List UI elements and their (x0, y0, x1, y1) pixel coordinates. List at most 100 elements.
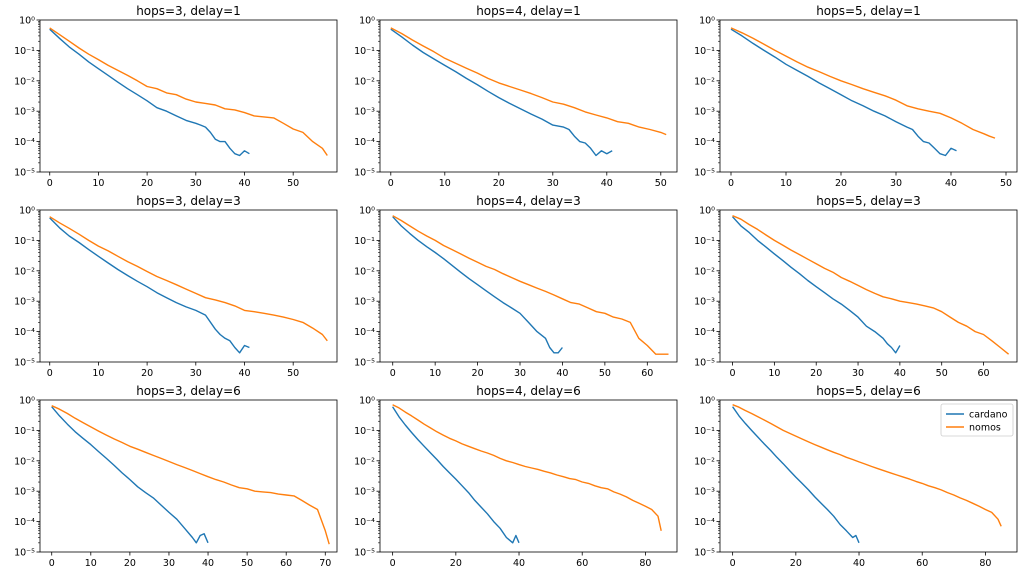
x-tick-label: 20 (790, 558, 802, 569)
y-tick-label: 10⁻³ (694, 107, 715, 118)
series-line-cardano (390, 28, 613, 157)
subplot-6: hops=5, delay=3 0 10 20 30 40 50 60 10⁰ 10⁻¹ 10⁻² 1… (694, 194, 1018, 379)
legend-label-nomos: nomos (969, 423, 1001, 434)
subplot-title: hops=5, delay=6 (816, 384, 921, 398)
y-tick-label: 10⁻² (354, 76, 375, 87)
y-tick-label: 10⁻¹ (14, 236, 35, 247)
y-tick-label: 10⁻² (694, 266, 715, 277)
series-line-cardano (49, 217, 250, 354)
axes-frame (379, 209, 678, 363)
axes-frame (379, 19, 678, 173)
x-tick-label: 0 (49, 558, 55, 569)
y-tick-label: 10⁰ (699, 16, 715, 27)
series-line-cardano (49, 28, 250, 157)
y-tick-label: 10⁻² (694, 456, 715, 467)
y-tick-label: 10⁻⁵ (694, 168, 715, 179)
series-line-nomos (392, 404, 662, 531)
y-tick-label: 10⁻¹ (14, 426, 35, 437)
y-tick-label: 10⁻⁵ (694, 358, 715, 369)
subplot-title: hops=3, delay=1 (136, 4, 241, 18)
y-tick-label: 10⁰ (359, 396, 375, 407)
x-tick-label: 50 (1000, 178, 1012, 189)
y-tick-label: 10⁻¹ (14, 46, 35, 57)
subplot-title: hops=5, delay=3 (816, 194, 921, 208)
y-tick-label: 10⁻⁴ (14, 517, 35, 528)
x-tick-label: 20 (141, 368, 153, 379)
x-tick-label: 0 (390, 368, 396, 379)
y-tick-label: 10⁻⁵ (354, 548, 375, 559)
y-tick-label: 10⁻³ (354, 487, 375, 498)
x-tick-label: 10 (429, 368, 441, 379)
x-tick-label: 60 (641, 368, 653, 379)
y-tick-label: 10⁻⁴ (694, 327, 715, 338)
y-tick-label: 10⁰ (19, 206, 35, 217)
subplot-9: hops=5, delay=6 0 20 40 60 80 10⁰ 10⁻¹ 10⁻² 10⁻³ 1… (694, 384, 1018, 569)
y-tick-label: 10⁻⁵ (354, 358, 375, 369)
x-tick-label: 0 (47, 178, 53, 189)
y-tick-label: 10⁻¹ (694, 46, 715, 57)
subplot-title: hops=4, delay=6 (476, 384, 581, 398)
x-tick-label: 20 (124, 558, 136, 569)
x-tick-label: 60 (916, 558, 928, 569)
x-tick-label: 40 (238, 368, 250, 379)
x-tick-label: 20 (141, 178, 153, 189)
x-tick-label: 40 (601, 178, 613, 189)
x-tick-label: 20 (835, 178, 847, 189)
y-tick-label: 10⁻³ (14, 297, 35, 308)
series-line-nomos (732, 215, 1010, 355)
x-tick-label: 0 (390, 558, 396, 569)
y-tick-label: 10⁻³ (694, 297, 715, 308)
y-tick-label: 10⁻¹ (694, 426, 715, 437)
x-tick-label: 50 (599, 368, 611, 379)
y-tick-label: 10⁻⁴ (354, 517, 375, 528)
y-tick-label: 10⁰ (699, 396, 715, 407)
x-tick-label: 80 (639, 558, 651, 569)
x-tick-label: 0 (730, 368, 736, 379)
y-tick-label: 10⁻⁵ (354, 168, 375, 179)
series-line-cardano (51, 406, 209, 544)
x-tick-label: 10 (439, 178, 451, 189)
y-tick-label: 10⁻³ (14, 107, 35, 118)
y-tick-label: 10⁻¹ (354, 236, 375, 247)
x-tick-label: 30 (890, 178, 902, 189)
series-line-nomos (49, 216, 328, 342)
y-tick-label: 10⁻³ (354, 107, 375, 118)
x-tick-label: 40 (894, 368, 906, 379)
x-tick-label: 40 (556, 368, 568, 379)
y-tick-label: 10⁻⁵ (14, 548, 35, 559)
legend: cardano nomos (940, 403, 1014, 437)
x-tick-label: 30 (190, 178, 202, 189)
x-tick-label: 10 (780, 178, 792, 189)
x-tick-label: 50 (241, 558, 253, 569)
series-line-cardano (392, 406, 520, 544)
axes-frame (39, 209, 338, 363)
series-line-cardano (731, 216, 901, 354)
y-tick-label: 10⁻¹ (354, 426, 375, 437)
x-tick-label: 20 (450, 558, 462, 569)
y-tick-label: 10⁻² (354, 456, 375, 467)
subplot-2: hops=4, delay=1 0 10 20 30 40 50 10⁰ 10⁻¹ 10⁻² 10⁻… (354, 4, 678, 189)
x-tick-label: 50 (655, 178, 667, 189)
axes-frame (719, 209, 1018, 363)
series-line-cardano (392, 216, 563, 354)
x-tick-label: 50 (287, 368, 299, 379)
subplot-title: hops=3, delay=3 (136, 194, 241, 208)
x-tick-label: 50 (936, 368, 948, 379)
axes-frame (719, 19, 1018, 173)
x-tick-label: 30 (514, 368, 526, 379)
subplot-title: hops=4, delay=1 (476, 4, 581, 18)
x-tick-label: 30 (163, 558, 175, 569)
x-tick-label: 0 (730, 558, 736, 569)
x-tick-label: 10 (92, 178, 104, 189)
series-line-nomos (51, 405, 330, 545)
y-tick-label: 10⁻⁵ (694, 548, 715, 559)
subplot-7: hops=3, delay=6 0 10 20 30 40 50 60 70 10⁰ 10⁻¹ 10⁻… (14, 384, 338, 569)
x-tick-label: 20 (493, 178, 505, 189)
y-tick-label: 10⁰ (359, 206, 375, 217)
y-tick-label: 10⁻⁵ (14, 358, 35, 369)
x-tick-label: 80 (979, 558, 991, 569)
y-tick-label: 10⁰ (19, 16, 35, 27)
subplot-5: hops=4, delay=3 0 10 20 30 40 50 60 10⁰ 10⁻¹ 10⁻² 1… (354, 194, 678, 379)
x-tick-label: 10 (768, 368, 780, 379)
